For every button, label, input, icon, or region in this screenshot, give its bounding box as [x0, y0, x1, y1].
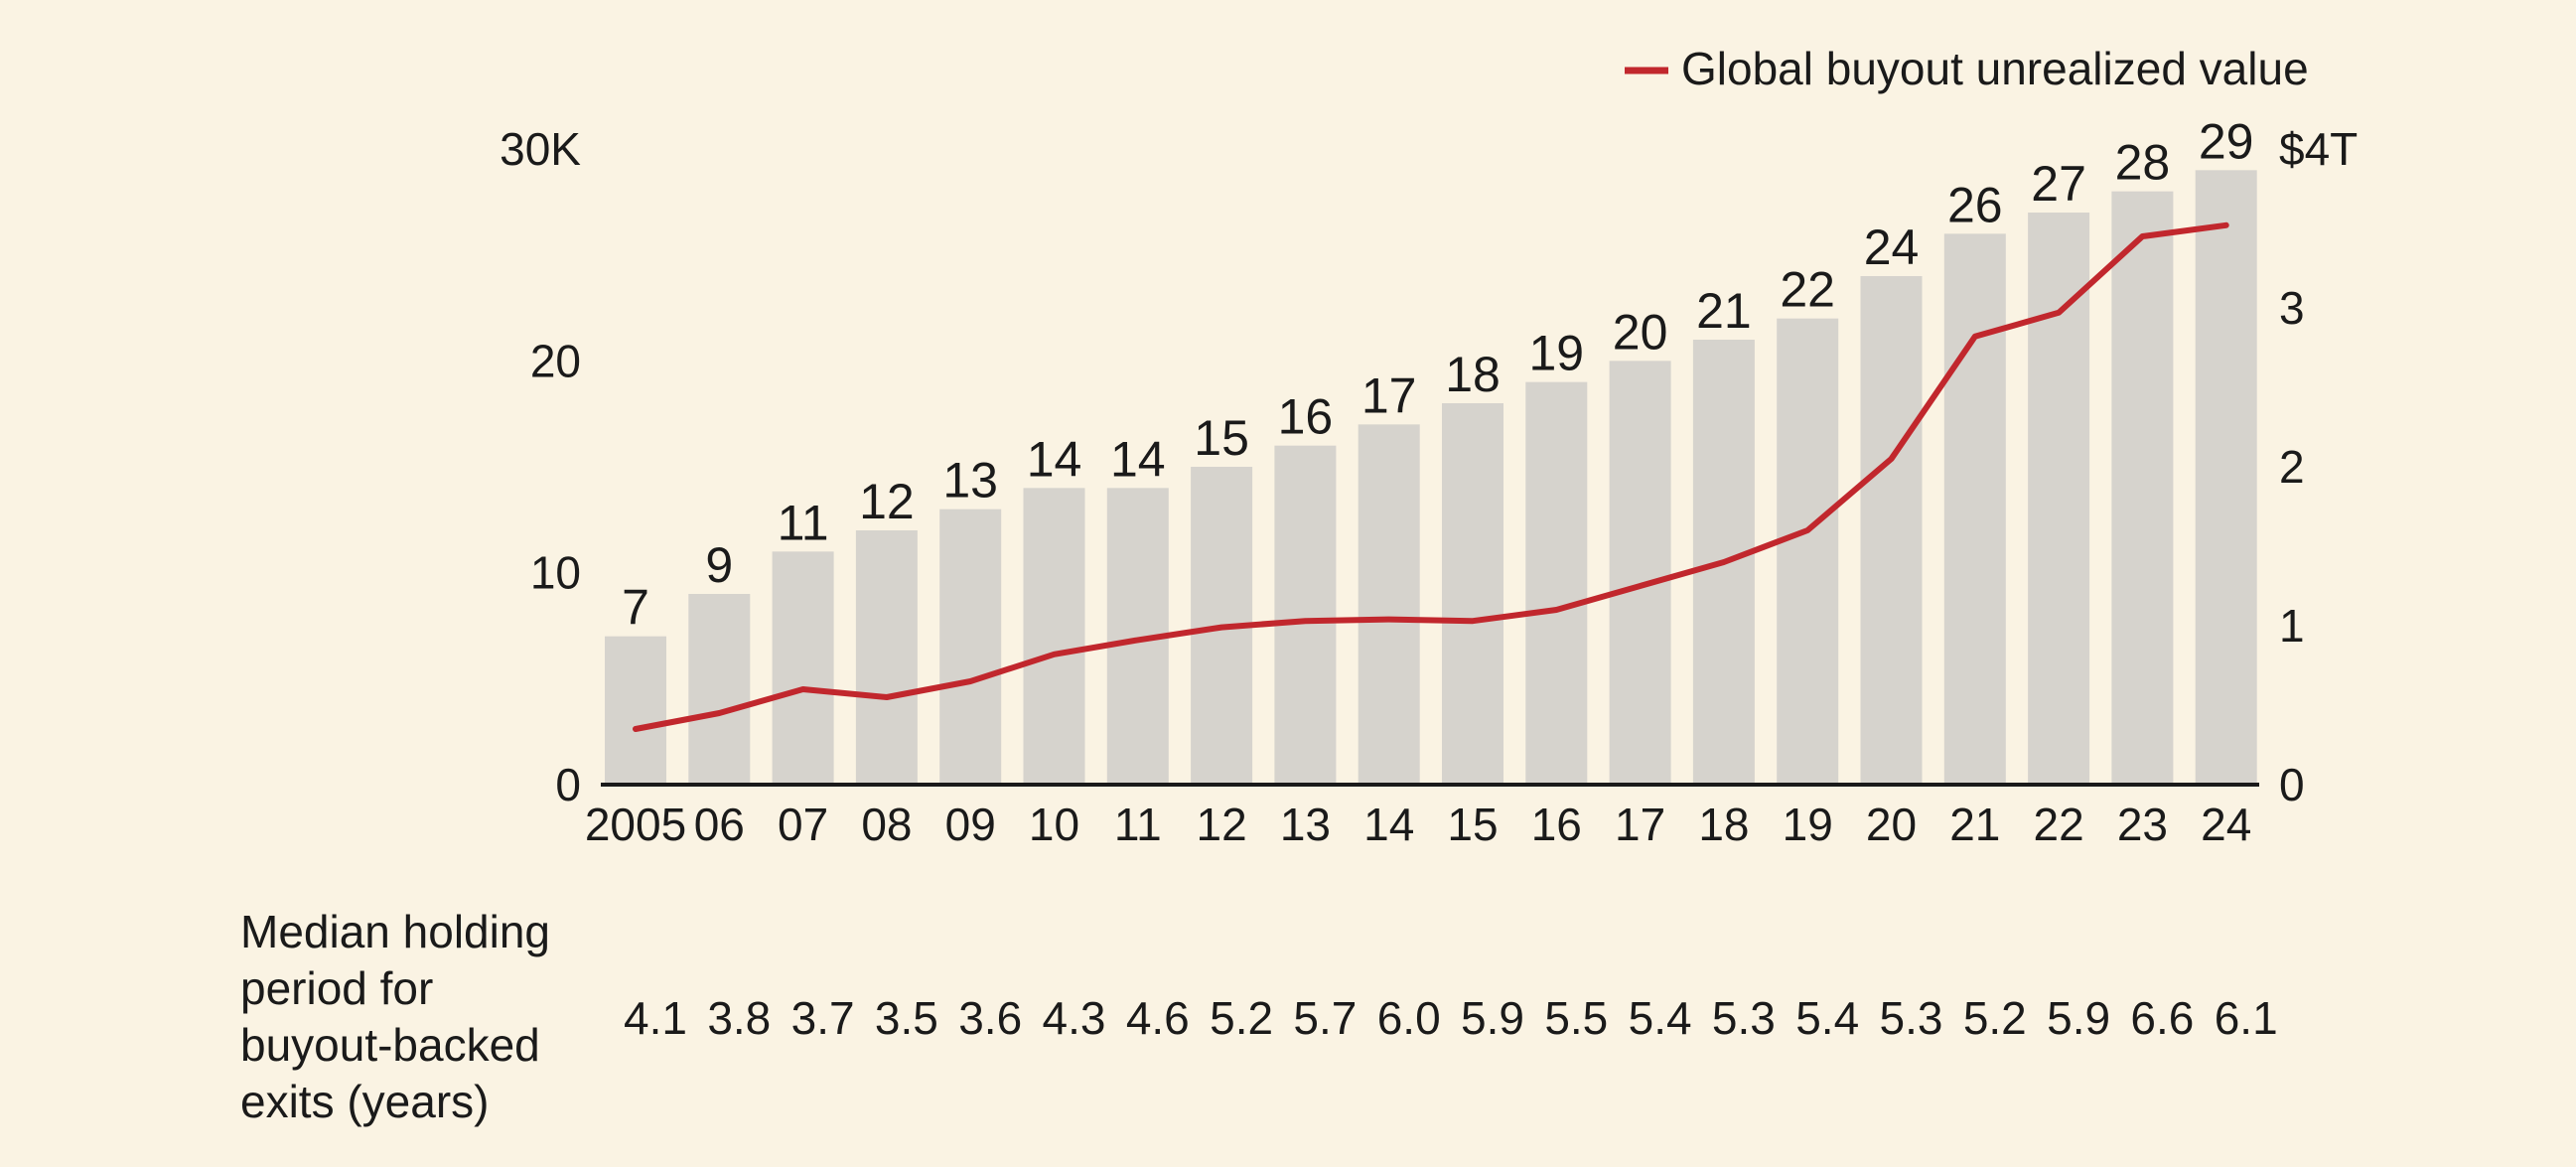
x-tick-label: 18	[1698, 799, 1749, 850]
bar	[1777, 318, 1839, 785]
holding-period-value: 3.5	[875, 992, 938, 1044]
bar	[2195, 170, 2257, 786]
x-tick-label: 23	[2117, 799, 2168, 850]
holding-period-value: 6.1	[2215, 992, 2278, 1044]
right-axis-tick-label: 3	[2279, 282, 2305, 334]
holding-period-value: 5.5	[1544, 992, 1608, 1044]
holding-period-value: 6.6	[2130, 992, 2194, 1044]
holding-period-value: 6.0	[1377, 992, 1441, 1044]
holding-period-value: 5.2	[1963, 992, 2027, 1044]
axes-group: 2005 06 07 08 09 10 11 12 13 14 15 16 17 18 19 20 21 22 23…	[500, 123, 2358, 850]
bar-value-label: 24	[1864, 219, 1920, 275]
holding-period-value: 3.6	[958, 992, 1022, 1044]
bar-value-label: 28	[2115, 135, 2171, 191]
bar	[1274, 445, 1337, 785]
bar	[1442, 403, 1503, 785]
holding-period-label: Median holding period for buyout-backed …	[240, 906, 551, 1127]
bar-value-label: 14	[1027, 431, 1082, 487]
holding-period-value: 5.7	[1293, 992, 1357, 1044]
left-axis-tick-label: 30K	[500, 123, 581, 175]
bar	[855, 530, 918, 785]
x-tick-label: 07	[778, 799, 828, 850]
bar-value-label: 18	[1445, 347, 1501, 402]
bar	[2111, 191, 2174, 785]
bar	[2028, 213, 2090, 785]
holding-period-value: 5.9	[2047, 992, 2110, 1044]
bar-value-label: 13	[942, 453, 998, 509]
bar	[1860, 276, 1923, 785]
holding-period-value: 5.4	[1795, 992, 1859, 1044]
x-tick-label: 21	[1949, 799, 2000, 850]
bar	[1609, 361, 1671, 785]
bar-value-label: 19	[1528, 326, 1584, 381]
holding-period-value: 5.4	[1629, 992, 1692, 1044]
bar-labels-group: 79 11 12 13 14 14 15 16 17 18 19 20 21 22 24 26 27 28 29	[622, 113, 2253, 635]
x-tick-label: 16	[1531, 799, 1582, 850]
left-axis-tick-label: 0	[555, 759, 581, 810]
bar	[1525, 381, 1588, 785]
bar-value-label: 7	[622, 580, 649, 636]
x-tick-label: 12	[1197, 799, 1247, 850]
bar	[1943, 233, 2006, 786]
bar	[1023, 488, 1085, 785]
x-tick-label: 22	[2034, 799, 2084, 850]
holding-period-value: 3.7	[791, 992, 855, 1044]
x-tick-label: 15	[1447, 799, 1498, 850]
left-axis-tick-label: 10	[530, 547, 581, 599]
bar-value-label: 9	[705, 537, 733, 593]
bar-value-label: 15	[1194, 410, 1249, 466]
bar-value-label: 29	[2199, 113, 2254, 169]
x-tick-label: 20	[1866, 799, 1917, 850]
bar-value-label: 26	[1947, 177, 2003, 232]
left-axis-tick-label: 20	[530, 335, 581, 386]
x-tick-label: 08	[861, 799, 912, 850]
bar-value-label: 12	[859, 474, 915, 529]
right-axis-tick-label: $4T	[2279, 123, 2358, 175]
bar-value-label: 17	[1361, 367, 1417, 423]
holding-period-values: 4.1 3.8 3.7 3.5 3.6 4.3 4.6 5.2 5.7 6.0 5.9 5.5 5.4 5…	[624, 992, 2278, 1044]
right-axis-tick-label: 0	[2279, 759, 2305, 810]
bar-value-label: 14	[1110, 431, 1166, 487]
bar-value-label: 21	[1696, 283, 1752, 339]
x-tick-label: 06	[694, 799, 745, 850]
x-tick-label: 10	[1029, 799, 1079, 850]
bar-value-label: 11	[778, 495, 829, 550]
bar	[1358, 424, 1420, 785]
right-axis-tick-label: 1	[2279, 600, 2305, 652]
holding-period-value: 4.3	[1043, 992, 1106, 1044]
unrealized-value-line	[633, 221, 2229, 732]
x-tick-label: 11	[1114, 799, 1162, 850]
x-tick-label: 2005	[585, 799, 686, 850]
line-series-group	[633, 221, 2229, 732]
holding-period-value: 4.1	[624, 992, 687, 1044]
bar	[688, 594, 751, 785]
bar-value-label: 20	[1613, 304, 1668, 360]
bars-group	[605, 170, 2257, 786]
x-tick-label: 14	[1363, 799, 1414, 850]
holding-period-value: 5.3	[1712, 992, 1776, 1044]
bar-value-label: 22	[1780, 262, 1835, 318]
x-tick-label: 19	[1783, 799, 1833, 850]
holding-period-value: 5.3	[1880, 992, 1943, 1044]
bar	[772, 551, 834, 785]
holding-period-value: 3.8	[707, 992, 771, 1044]
x-tick-label: 09	[945, 799, 996, 850]
right-axis-tick-label: 2	[2279, 441, 2305, 493]
x-tick-label: 13	[1280, 799, 1331, 850]
x-tick-label: 17	[1615, 799, 1665, 850]
bar	[939, 509, 1002, 785]
holding-period-value: 4.6	[1126, 992, 1190, 1044]
x-tick-label: 24	[2201, 799, 2251, 850]
bar-value-label: 27	[2031, 156, 2086, 212]
holding-period-value: 5.9	[1461, 992, 1524, 1044]
holding-period-value: 5.2	[1210, 992, 1273, 1044]
bar	[605, 636, 666, 785]
legend: Global buyout unrealized value	[1625, 43, 2309, 94]
legend-label: Global buyout unrealized value	[1681, 43, 2309, 94]
bar-value-label: 16	[1278, 389, 1334, 445]
